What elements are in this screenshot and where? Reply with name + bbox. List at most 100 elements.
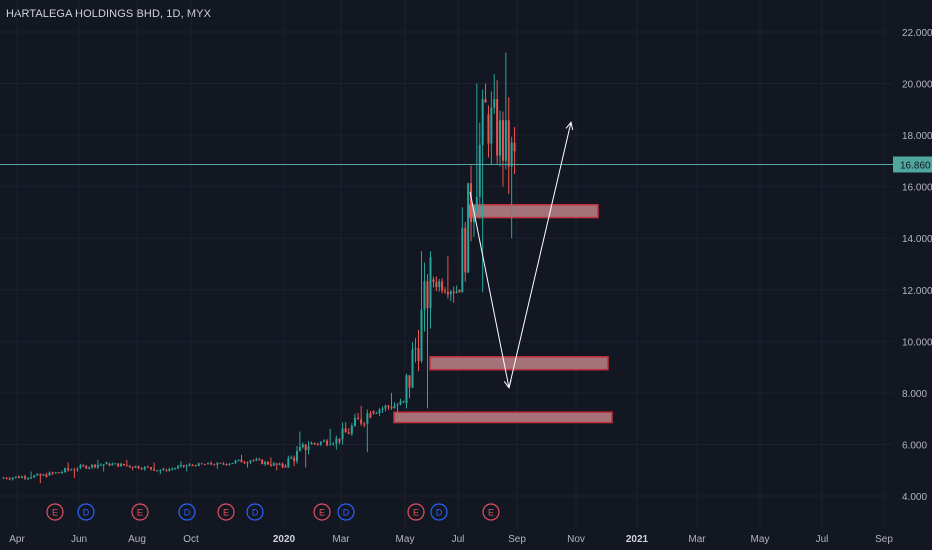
- candle-body: [478, 144, 481, 197]
- candle-body: [93, 464, 96, 468]
- candle-body: [490, 107, 493, 144]
- candle-body: [278, 463, 281, 465]
- time-tick-label: Mar: [688, 534, 706, 545]
- chart-title: HARTALEGA HOLDINGS BHD, 1D, MYX: [6, 8, 212, 20]
- price-tick-label: 10.000: [902, 337, 932, 348]
- event-label: D: [83, 508, 90, 518]
- earnings-event-marker: [482, 503, 500, 521]
- candle-body: [261, 459, 264, 465]
- candle-body: [275, 463, 278, 465]
- candle-body: [30, 477, 33, 479]
- candle-body: [213, 464, 216, 466]
- candle-body: [414, 348, 417, 350]
- dividend-event-marker: [337, 503, 355, 521]
- candlestick-series: [2, 52, 516, 484]
- candle-body: [168, 469, 171, 472]
- event-label: E: [413, 508, 419, 518]
- candle-body: [57, 472, 60, 474]
- candle-body: [60, 471, 63, 473]
- candle-body: [210, 463, 213, 465]
- candle-body: [487, 114, 490, 144]
- candle-body: [122, 463, 125, 466]
- time-axis[interactable]: Apr Jun Aug Oct 2020 Mar May Jul Sep Nov 2021 Mar Ma…: [9, 534, 893, 545]
- support-zones[interactable]: [393, 203, 613, 424]
- candle-body: [435, 282, 438, 288]
- time-tick-label: Jul: [816, 534, 829, 545]
- candle-body: [76, 468, 79, 470]
- candle-body: [363, 423, 366, 425]
- candle-body: [179, 465, 182, 467]
- candle-body: [67, 468, 70, 470]
- time-tick-label: Jun: [71, 534, 87, 545]
- candle-body: [42, 474, 45, 476]
- candle-body: [496, 99, 499, 156]
- projection-arrow[interactable]: [469, 121, 574, 389]
- candle-body: [131, 466, 134, 468]
- candle-body: [5, 477, 8, 479]
- candle-body: [252, 459, 255, 461]
- candle-body: [188, 464, 191, 466]
- event-label: D: [252, 508, 259, 518]
- candle-body: [493, 99, 496, 108]
- candle-body: [441, 281, 444, 291]
- arrowhead-up: [565, 121, 574, 131]
- candle-body: [51, 472, 54, 474]
- candle-body: [429, 257, 432, 309]
- event-label: E: [137, 508, 143, 518]
- candle-body: [322, 440, 325, 442]
- candle-body: [513, 142, 516, 152]
- candle-body: [165, 470, 168, 472]
- candle-body: [203, 464, 206, 466]
- candle-body: [114, 463, 117, 465]
- candle-body: [27, 477, 30, 479]
- candle-body: [143, 466, 146, 470]
- candle-body: [140, 468, 143, 470]
- candle-body: [408, 375, 411, 388]
- candle-body: [125, 465, 128, 467]
- candle-body: [411, 349, 414, 388]
- price-tick-label: 12.000: [902, 286, 932, 297]
- candle-body: [360, 419, 363, 424]
- candle-body: [231, 462, 234, 464]
- event-label: D: [184, 508, 191, 518]
- dividend-event-marker: [77, 503, 95, 521]
- candle-body: [341, 428, 344, 440]
- candle-body: [507, 120, 510, 167]
- candle-body: [423, 281, 426, 310]
- candle-body: [216, 462, 219, 465]
- time-tick-label: May: [751, 534, 770, 545]
- price-tick-label: 6.000: [902, 440, 927, 451]
- candle-body: [17, 476, 20, 479]
- candle-body: [24, 476, 26, 479]
- candle-body: [85, 465, 88, 469]
- time-tick-label: Apr: [9, 534, 25, 545]
- candle-body: [387, 405, 390, 408]
- candle-body: [228, 463, 231, 465]
- candle-body: [399, 401, 402, 405]
- event-label: E: [319, 508, 325, 518]
- price-tag-bg: [893, 156, 932, 173]
- candle-body: [14, 476, 17, 478]
- candle-body: [332, 443, 335, 445]
- candle-body: [200, 463, 203, 465]
- candle-body: [298, 447, 301, 451]
- candle-body: [475, 196, 478, 213]
- candle-body: [510, 142, 513, 167]
- candle-body: [249, 460, 252, 463]
- candle-body: [338, 438, 341, 442]
- candle-body: [481, 99, 484, 145]
- candle-body: [467, 183, 470, 273]
- candle-body: [39, 473, 42, 476]
- price-axis[interactable]: 4.000 6.000 8.000 10.000 12.000 14.000 16.000 1…: [902, 28, 932, 503]
- candle-body: [296, 450, 298, 462]
- dividend-event-marker: [246, 503, 264, 521]
- candle-body: [369, 413, 372, 418]
- candle-body: [207, 463, 210, 465]
- candle-body: [117, 463, 120, 467]
- price-tick-label: 4.000: [902, 492, 927, 503]
- candle-body: [372, 410, 375, 414]
- time-tick-label: Oct: [183, 534, 199, 545]
- candle-body: [381, 408, 384, 410]
